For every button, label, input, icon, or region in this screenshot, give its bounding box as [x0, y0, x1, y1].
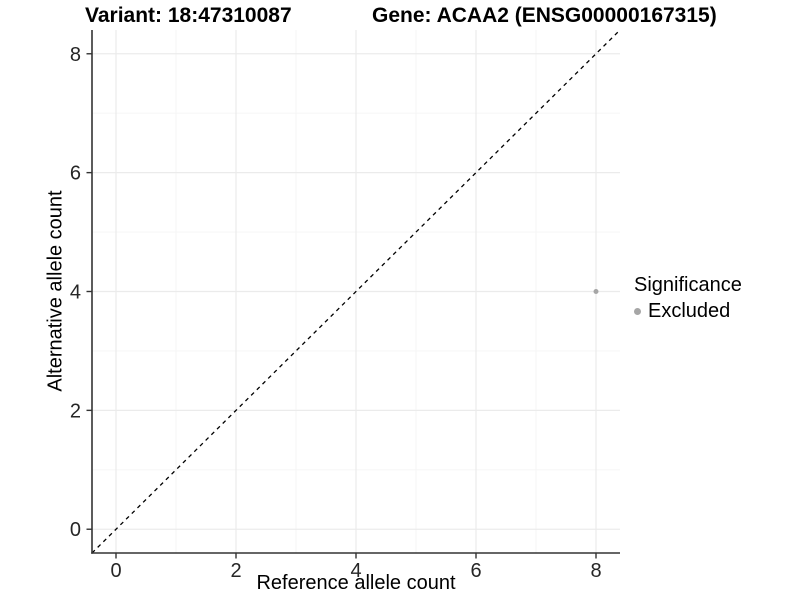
y-tick-label: 0 [70, 519, 81, 541]
axis-ticks [86, 53, 597, 559]
x-tick-label: 2 [230, 560, 241, 582]
y-tick-label: 6 [70, 163, 81, 185]
legend: Significance Excluded [634, 274, 742, 323]
y-tick-label: 2 [70, 400, 81, 422]
y-axis-title: Alternative allele count [44, 190, 67, 392]
data-point [593, 289, 599, 294]
x-tick-label: 6 [470, 560, 481, 582]
y-tick-label: 8 [70, 44, 81, 66]
plot-title-gene: Gene: ACAA2 (ENSG00000167315) [372, 4, 717, 27]
legend-title: Significance [634, 274, 742, 296]
legend-point-icon [634, 308, 641, 315]
x-tick-label: 8 [590, 560, 601, 582]
data-points [593, 289, 599, 294]
y-tick-label: 4 [70, 282, 81, 304]
x-axis-title: Reference allele count [256, 572, 456, 594]
legend-entry-label: Excluded [648, 300, 731, 322]
identity-line [91, 29, 621, 554]
x-tick-label: 0 [110, 560, 121, 582]
x-tick-label: 4 [350, 560, 361, 582]
legend-entry-excluded: Excluded [634, 300, 742, 323]
plot-title-variant: Variant: 18:47310087 [85, 4, 292, 27]
tick-labels: 0 2 4 6 8 0 2 4 6 8 [70, 44, 602, 582]
